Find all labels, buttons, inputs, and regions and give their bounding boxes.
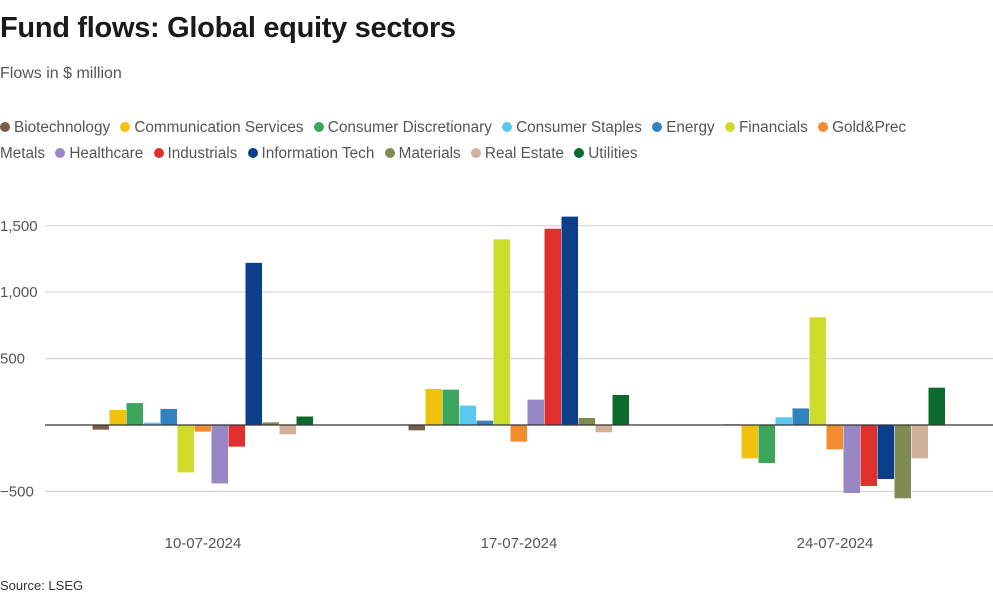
- bar-utilities-10-07-2024: [296, 416, 313, 425]
- chart-title: Fund flows: Global equity sectors: [0, 12, 456, 44]
- bar-financials-17-07-2024: [493, 239, 510, 425]
- legend-item: Consumer Discretionary: [313, 119, 492, 136]
- bar-consumer-discretionary-24-07-2024: [758, 425, 775, 463]
- y-tick-label: −500: [0, 483, 34, 500]
- bar-real-estate-10-07-2024: [279, 425, 296, 435]
- bar-gold-prec-metals-24-07-2024: [826, 425, 843, 450]
- legend-item: Real Estate: [470, 145, 564, 162]
- legend-item: Healthcare: [55, 145, 143, 162]
- bar-gold-prec-metals-10-07-2024: [194, 425, 211, 432]
- legend-label: Healthcare: [69, 145, 144, 162]
- legend-dot-icon: [153, 148, 164, 158]
- x-tick-label: 10-07-2024: [165, 535, 242, 552]
- legend-item: Industrials: [153, 145, 238, 162]
- y-tick-label: 1,500: [0, 218, 38, 235]
- legend-label: Biotechnology: [14, 119, 111, 136]
- source-note: Source: LSEG: [0, 578, 84, 593]
- legend-item: Energy: [652, 119, 715, 136]
- bar-information-tech-17-07-2024: [561, 216, 578, 425]
- legend-label: Energy: [666, 119, 715, 136]
- legend-dot-icon: [313, 122, 324, 132]
- bar-materials-17-07-2024: [578, 417, 595, 425]
- legend-label: Gold&Prec Metals: [0, 119, 907, 162]
- bar-financials-24-07-2024: [809, 317, 826, 425]
- legend-dot-icon: [724, 122, 735, 132]
- legend-item: Gold&Prec Metals: [0, 119, 906, 162]
- legend-dot-icon: [55, 148, 66, 158]
- bar-real-estate-17-07-2024: [595, 425, 612, 433]
- bar-energy-17-07-2024: [476, 420, 493, 425]
- bar-industrials-17-07-2024: [544, 228, 561, 425]
- legend-label: Information Tech: [261, 145, 375, 162]
- legend-dot-icon: [652, 122, 663, 132]
- legend-dot-icon: [818, 122, 829, 132]
- bar-industrials-10-07-2024: [228, 425, 245, 447]
- legend-dot-icon: [574, 148, 585, 158]
- bar-consumer-discretionary-10-07-2024: [126, 403, 143, 425]
- chart-subtitle: Flows in $ million: [0, 65, 122, 82]
- legend-dot-icon: [120, 122, 131, 132]
- y-tick-label: 500: [0, 351, 25, 368]
- bar-consumer-staples-17-07-2024: [459, 405, 476, 425]
- legend-label: Materials: [398, 145, 461, 162]
- bar-financials-10-07-2024: [177, 425, 194, 473]
- legend: Biotechnology Communication Services Con…: [0, 115, 950, 167]
- bar-communication-services-10-07-2024: [109, 409, 126, 425]
- bar-healthcare-24-07-2024: [843, 425, 860, 493]
- bar-industrials-24-07-2024: [860, 425, 877, 486]
- legend-label: Utilities: [588, 145, 638, 162]
- legend-item: Materials: [384, 145, 461, 162]
- legend-dot-icon: [247, 148, 258, 158]
- legend-item: Communication Services: [120, 119, 304, 136]
- x-tick-label: 24-07-2024: [797, 535, 874, 552]
- legend-dot-icon: [470, 148, 481, 158]
- legend-label: Industrials: [167, 145, 238, 162]
- legend-label: Financials: [738, 119, 808, 136]
- bar-consumer-staples-24-07-2024: [775, 417, 792, 425]
- x-tick-label: 17-07-2024: [481, 535, 558, 552]
- legend-dot-icon: [384, 148, 395, 158]
- bar-communication-services-17-07-2024: [425, 389, 442, 425]
- legend-item: Utilities: [574, 145, 638, 162]
- bar-energy-24-07-2024: [792, 408, 809, 425]
- legend-label: Real Estate: [484, 145, 564, 162]
- legend-label: Communication Services: [134, 119, 304, 136]
- bar-materials-10-07-2024: [262, 422, 279, 425]
- bar-information-tech-10-07-2024: [245, 262, 262, 425]
- bar-biotechnology-17-07-2024: [408, 425, 425, 431]
- legend-label: Consumer Discretionary: [327, 119, 492, 136]
- legend-item: Consumer Staples: [502, 119, 642, 136]
- legend-dot-icon: [0, 122, 10, 132]
- bar-healthcare-10-07-2024: [211, 425, 228, 484]
- legend-dot-icon: [502, 122, 513, 132]
- y-tick-label: 1,000: [0, 284, 38, 301]
- bar-gold-prec-metals-17-07-2024: [510, 425, 527, 442]
- bar-communication-services-24-07-2024: [741, 425, 758, 459]
- bar-materials-24-07-2024: [894, 425, 911, 499]
- legend-item: Biotechnology: [0, 119, 110, 136]
- bar-information-tech-24-07-2024: [877, 425, 894, 480]
- bar-utilities-24-07-2024: [928, 387, 945, 425]
- bar-healthcare-17-07-2024: [527, 399, 544, 425]
- legend-item: Information Tech: [247, 145, 375, 162]
- bar-biotechnology-10-07-2024: [92, 425, 109, 430]
- bar-energy-10-07-2024: [160, 408, 177, 425]
- legend-item: Financials: [724, 119, 808, 136]
- bar-utilities-17-07-2024: [612, 394, 629, 425]
- bar-consumer-discretionary-17-07-2024: [442, 389, 459, 425]
- legend-label: Consumer Staples: [516, 119, 642, 136]
- bar-consumer-staples-10-07-2024: [143, 422, 160, 425]
- bar-real-estate-24-07-2024: [911, 425, 928, 459]
